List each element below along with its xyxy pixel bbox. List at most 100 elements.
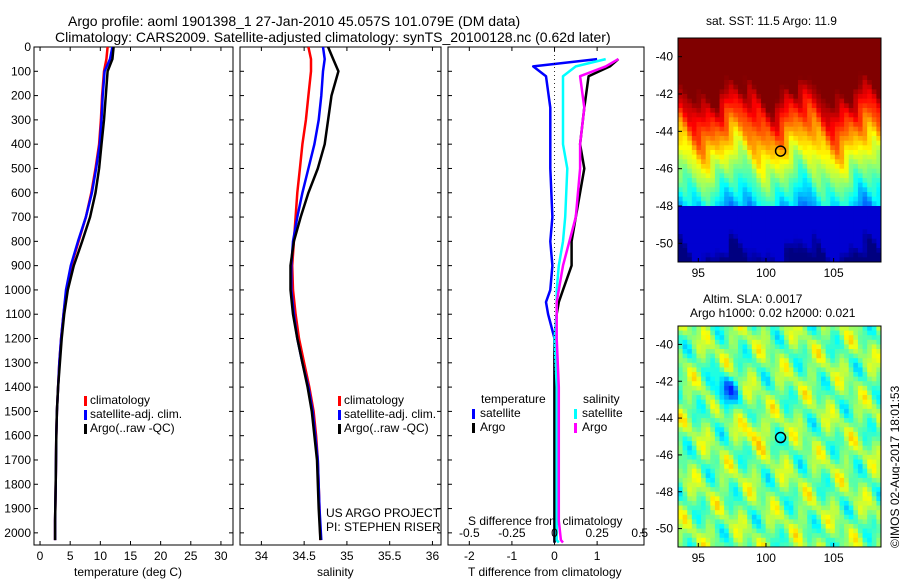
heatmap-cell	[701, 459, 707, 465]
heatmap-cell	[770, 413, 776, 419]
heatmap-cell	[802, 117, 808, 123]
heatmap-cell	[705, 89, 711, 95]
heatmap-cell	[862, 38, 868, 44]
heatmap-cell	[834, 353, 840, 359]
heatmap-cell	[848, 487, 854, 493]
heatmap-cell	[747, 367, 753, 373]
heatmap-cell	[705, 47, 711, 53]
heatmap-cell	[742, 459, 748, 465]
heatmap-cell	[678, 257, 684, 263]
heatmap-cell	[779, 339, 785, 345]
heatmap-cell	[848, 477, 854, 484]
heatmap-cell	[862, 192, 868, 198]
heatmap-cell	[830, 89, 836, 95]
heatmap-cell	[728, 441, 734, 447]
heatmap-cell	[793, 491, 799, 497]
heatmap-cell	[853, 201, 859, 207]
heatmap-cell	[733, 367, 739, 373]
heatmap-cell	[811, 418, 817, 424]
heatmap-cell	[816, 496, 822, 502]
heatmap-cell	[811, 243, 817, 249]
heatmap-cell	[774, 491, 780, 497]
argo-location-marker	[774, 431, 787, 444]
heatmap-cell	[682, 505, 688, 511]
heatmap-cell	[857, 215, 864, 221]
heatmap-cell	[857, 454, 864, 461]
heatmap-cell	[742, 450, 748, 456]
heatmap-cell	[844, 510, 850, 516]
heatmap-cell	[774, 201, 780, 207]
heatmap-cell	[696, 229, 702, 235]
heatmap-cell	[834, 164, 840, 170]
legend-title-salinity: salinity	[583, 392, 620, 406]
heatmap-cell	[705, 192, 711, 198]
heatmap-cell	[784, 243, 790, 249]
heatmap-cell	[761, 159, 767, 165]
heatmap-cell	[761, 464, 767, 470]
heatmap-cell	[774, 500, 780, 507]
heatmap-cell	[839, 358, 845, 364]
heatmap-cell	[830, 399, 836, 405]
heatmap-cell	[779, 496, 785, 502]
heatmap-cell	[761, 436, 767, 442]
heatmap-cell	[779, 477, 785, 484]
heatmap-cell	[848, 70, 854, 76]
heatmap-cell	[770, 173, 776, 179]
heatmap-cell	[691, 404, 697, 410]
heatmap-cell	[770, 150, 776, 156]
heatmap-cell	[844, 537, 850, 543]
heatmap-cell	[867, 395, 873, 401]
heatmap-cell	[857, 238, 864, 244]
heatmap-cell	[761, 528, 767, 534]
heatmap-cell	[678, 122, 684, 128]
heatmap-cell	[844, 187, 850, 193]
heatmap-cell	[765, 122, 771, 128]
heatmap-cell	[710, 126, 716, 132]
heatmap-cell	[751, 140, 757, 146]
heatmap-cell	[844, 126, 850, 132]
heatmap-cell	[747, 145, 753, 151]
heatmap-cell	[807, 533, 813, 539]
heatmap-cell	[678, 196, 684, 202]
heatmap-cell	[765, 500, 771, 507]
heatmap-cell	[687, 519, 693, 525]
heatmap-cell	[710, 117, 716, 123]
heatmap-cell	[834, 122, 840, 128]
heatmap-cell	[682, 482, 688, 488]
heatmap-cell	[765, 56, 771, 62]
heatmap-cell	[797, 47, 804, 53]
heatmap-cell	[705, 445, 711, 451]
heatmap-cell	[802, 196, 808, 202]
heatmap-cell	[691, 349, 697, 355]
heatmap-cell	[687, 201, 693, 207]
heatmap-cell	[719, 215, 725, 221]
heatmap-cell	[705, 339, 711, 345]
heatmap-cell	[742, 80, 748, 86]
heatmap-cell	[705, 537, 711, 543]
y-tick-label: 1700	[4, 453, 31, 467]
heatmap-cell	[834, 441, 840, 447]
heatmap-cell	[733, 464, 739, 470]
heatmap-cell	[687, 164, 693, 170]
heatmap-cell	[774, 243, 780, 249]
heatmap-cell	[696, 358, 702, 364]
heatmap-cell	[747, 381, 753, 387]
series-line	[53, 46, 109, 541]
heatmap-cell	[784, 112, 790, 118]
heatmap-cell	[816, 413, 822, 419]
heatmap-cell	[737, 98, 744, 104]
heatmap-cell	[830, 441, 836, 447]
heatmap-cell	[825, 224, 831, 230]
heatmap-cell	[765, 491, 771, 497]
heatmap-cell	[678, 473, 684, 479]
heatmap-cell	[733, 533, 739, 539]
heatmap-cell	[830, 477, 836, 484]
heatmap-cell	[705, 436, 711, 442]
heatmap-cell	[784, 344, 790, 350]
heatmap-cell	[770, 482, 776, 488]
heatmap-cell	[710, 427, 716, 433]
heatmap-cell	[784, 136, 790, 142]
heatmap-cell	[728, 248, 734, 254]
heatmap-cell	[830, 47, 836, 53]
heatmap-cell	[802, 89, 808, 95]
